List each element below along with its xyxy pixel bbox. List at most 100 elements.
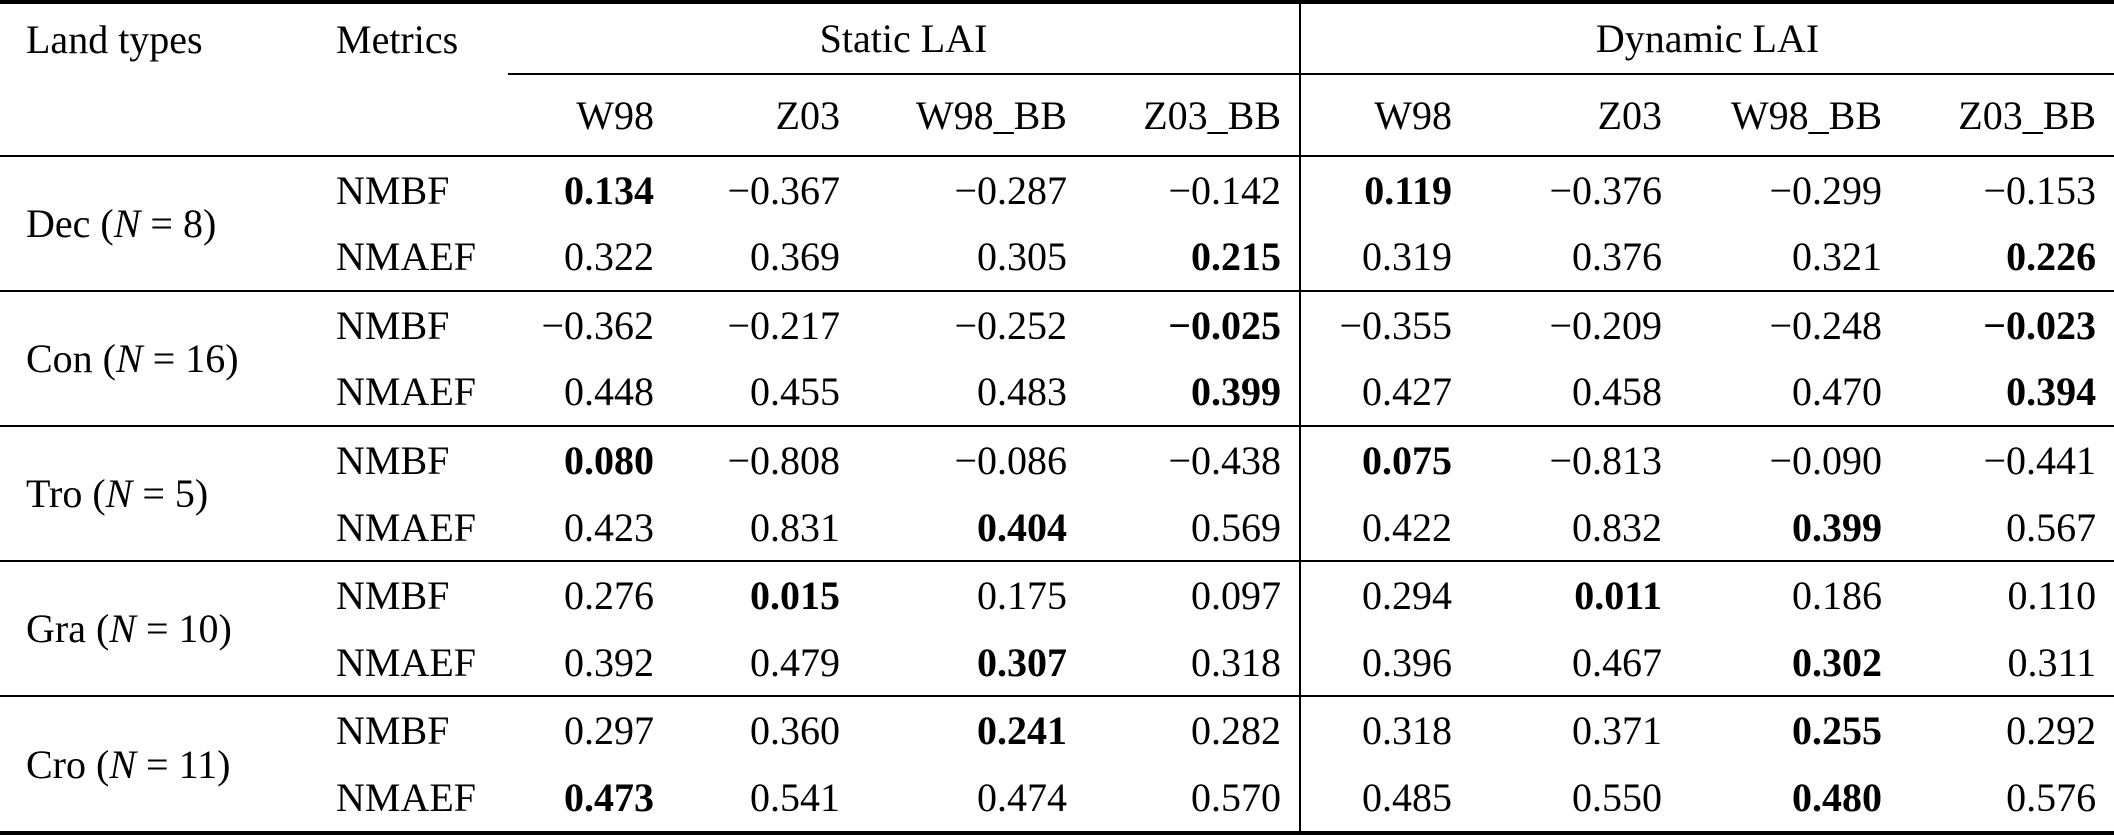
value-cell: −0.813 xyxy=(1470,425,1681,494)
value-cell: 0.011 xyxy=(1470,560,1681,629)
metric-label: NMBF xyxy=(336,425,508,494)
value-cell: −0.287 xyxy=(858,155,1085,224)
value-cell: 0.392 xyxy=(564,639,654,685)
value-cell: 0.305 xyxy=(977,234,1067,280)
value-cell: −0.376 xyxy=(1470,155,1681,224)
value-cell: 0.422 xyxy=(1299,493,1471,562)
value-cell: 0.467 xyxy=(1572,639,1663,685)
sample-size-value: = 10) xyxy=(135,606,232,652)
value-cell: 0.311 xyxy=(2007,639,2097,685)
table-row: NMAEF 0.473 0.541 0.474 0.570 0.485 0.550 0.480… xyxy=(0,763,2114,833)
land-type-cell: Gra (N = 10) xyxy=(0,560,336,697)
value-cell: 0.360 xyxy=(672,695,858,764)
metric-label: NMAEF xyxy=(336,774,477,820)
table-row-gra-nmbf: Gra (N = 10) NMBF 0.276 0.015 0.175 0.097 0.29… xyxy=(0,560,2114,697)
value-cell: 0.404 xyxy=(977,504,1067,550)
value-cell: 0.226 xyxy=(2006,234,2097,280)
table-row: NMAEF 0.322 0.369 0.305 0.215 0.319 0.376 0.321… xyxy=(0,223,2114,292)
value-cell: 0.399 xyxy=(1792,504,1883,550)
value-cell: −0.142 xyxy=(1085,155,1301,224)
value-cell: 0.569 xyxy=(1191,504,1282,550)
value-cell: 0.322 xyxy=(564,234,654,280)
value-cell: 0.282 xyxy=(1085,695,1301,764)
value-cell: −0.355 xyxy=(1299,290,1471,359)
metric-label: NMAEF xyxy=(336,369,477,415)
table-row-cro-nmbf: Cro (N = 11) NMBF 0.297 0.360 0.241 0.282 0.31… xyxy=(0,695,2114,833)
value-cell: −0.209 xyxy=(1470,290,1681,359)
header-columns-row: W98 Z03 W98_BB Z03_BB W98 Z03 W98_BB Z03… xyxy=(0,74,2114,157)
value-cell: −0.808 xyxy=(672,425,858,494)
value-cell: 0.369 xyxy=(750,234,840,280)
value-cell: 0.319 xyxy=(1299,223,1471,292)
value-cell: 0.318 xyxy=(1299,695,1471,764)
header-group-row: Land types Metrics Static LAI Dynamic LA… xyxy=(0,2,2114,75)
value-cell: −0.438 xyxy=(1085,425,1301,494)
value-cell: −0.217 xyxy=(672,290,858,359)
value-cell: −0.025 xyxy=(1085,290,1301,359)
metric-label: NMBF xyxy=(336,695,508,764)
sample-size-value: = 8) xyxy=(140,201,217,247)
value-cell: 0.394 xyxy=(2006,369,2097,415)
metric-label: NMBF xyxy=(336,290,508,359)
col-header-metrics: Metrics xyxy=(336,16,459,62)
value-cell: 0.371 xyxy=(1470,695,1681,764)
sample-size-symbol: N xyxy=(109,741,137,787)
value-cell: 0.215 xyxy=(1191,234,1282,280)
value-cell: 0.015 xyxy=(672,560,858,629)
value-cell: 0.294 xyxy=(1299,560,1471,629)
value-cell: 0.427 xyxy=(1299,358,1471,427)
value-cell: 0.567 xyxy=(2006,504,2097,550)
metric-label: NMAEF xyxy=(336,639,477,685)
col-header-static-z03: Z03 xyxy=(672,74,858,157)
sample-size-value: = 11) xyxy=(136,741,231,787)
value-cell: 0.485 xyxy=(1299,763,1471,833)
value-cell: −0.367 xyxy=(672,155,858,224)
value-cell: 0.097 xyxy=(1085,560,1301,629)
value-cell: 0.302 xyxy=(1792,639,1883,685)
value-cell: 0.458 xyxy=(1572,369,1663,415)
value-cell: 0.318 xyxy=(1191,639,1282,685)
value-cell: −0.023 xyxy=(1900,290,2114,359)
table-row: NMAEF 0.423 0.831 0.404 0.569 0.422 0.832 0.399… xyxy=(0,493,2114,562)
sample-size-symbol: N xyxy=(116,336,143,382)
col-header-dynamic-z03-bb: Z03_BB xyxy=(1900,74,2114,157)
value-cell: 0.241 xyxy=(858,695,1085,764)
value-cell: 0.080 xyxy=(508,425,672,494)
value-cell: −0.086 xyxy=(858,425,1085,494)
value-cell: 0.399 xyxy=(1191,369,1282,415)
value-cell: −0.299 xyxy=(1680,155,1901,224)
land-type-cell: Con (N = 16) xyxy=(0,290,336,427)
sample-size-symbol: N xyxy=(105,471,133,517)
value-cell: 0.474 xyxy=(977,774,1067,820)
land-type-cell: Tro (N = 5) xyxy=(0,425,336,562)
land-type-cell: Cro (N = 11) xyxy=(0,695,336,833)
header-spacer xyxy=(0,74,336,157)
value-cell: 0.448 xyxy=(564,369,654,415)
value-cell: −0.153 xyxy=(1900,155,2114,224)
value-cell: 0.075 xyxy=(1299,425,1471,494)
value-cell: 0.396 xyxy=(1299,628,1471,697)
sample-size-value: = 5) xyxy=(132,471,209,517)
value-cell: 0.550 xyxy=(1572,774,1663,820)
value-cell: 0.483 xyxy=(977,369,1067,415)
value-cell: 0.276 xyxy=(508,560,672,629)
value-cell: 0.292 xyxy=(1900,695,2114,764)
table-row-dec-nmbf: Dec (N = 8) NMBF 0.134 −0.367 −0.287 −0.142 0.… xyxy=(0,154,2114,292)
value-cell: 0.831 xyxy=(750,504,840,550)
table-row: NMAEF 0.392 0.479 0.307 0.318 0.396 0.467 0.302… xyxy=(0,628,2114,697)
value-cell: 0.321 xyxy=(1792,234,1883,280)
sample-size-symbol: N xyxy=(113,201,141,247)
col-header-static-w98: W98 xyxy=(508,74,672,157)
value-cell: 0.134 xyxy=(508,155,672,224)
value-cell: 0.297 xyxy=(508,695,672,764)
sample-size-value: = 16) xyxy=(142,336,239,382)
metric-label: NMBF xyxy=(336,560,508,629)
col-header-static-w98-bb: W98_BB xyxy=(858,74,1085,157)
table-row-tro-nmbf: Tro (N = 5) NMBF 0.080 −0.808 −0.086 −0.438 0.… xyxy=(0,425,2114,562)
value-cell: 0.376 xyxy=(1572,234,1663,280)
land-type-cell: Dec (N = 8) xyxy=(0,154,336,292)
table-row-con-nmbf: Con (N = 16) NMBF −0.362 −0.217 −0.252 −0.025… xyxy=(0,290,2114,427)
value-cell: 0.307 xyxy=(977,639,1067,685)
value-cell: 0.255 xyxy=(1680,695,1901,764)
land-type-name: Tro ( xyxy=(26,471,106,517)
